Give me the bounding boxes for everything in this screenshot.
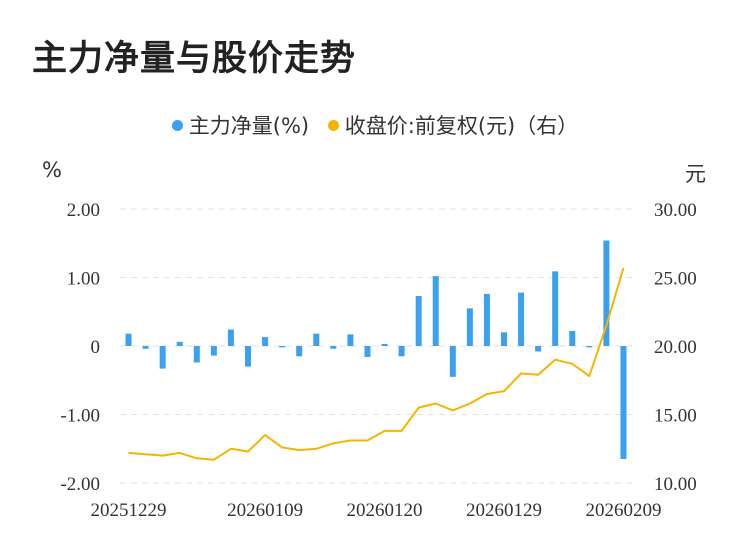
bar xyxy=(466,308,473,346)
bar xyxy=(620,346,627,460)
bar xyxy=(245,346,251,367)
y-left-tick-label: 1.00 xyxy=(67,269,100,290)
x-tick-label: 20260129 xyxy=(466,500,542,521)
y-right-tick-label: 20.00 xyxy=(654,337,697,358)
price-line xyxy=(128,267,625,461)
bar xyxy=(262,337,269,346)
bar xyxy=(603,240,610,346)
y-left-tick-label: -2.00 xyxy=(60,474,100,495)
x-tick-label: 20260209 xyxy=(585,500,661,521)
bar xyxy=(586,346,593,348)
legend-label: 主力净量(%) xyxy=(188,114,310,138)
bar xyxy=(125,333,132,346)
bar xyxy=(381,343,388,346)
y-left-tick-label: 0 xyxy=(91,337,101,358)
bar xyxy=(193,346,200,363)
bar xyxy=(296,346,303,357)
y-right-tick-label: 30.00 xyxy=(654,200,697,221)
bar xyxy=(364,346,371,357)
legend-item-net-flow[interactable]: 主力净量(%) xyxy=(171,110,310,140)
bar xyxy=(483,293,490,346)
y-right-tick-label: 10.00 xyxy=(654,474,697,495)
right-axis-unit: 元 xyxy=(685,162,706,186)
x-tick-label: 20260109 xyxy=(227,500,303,521)
y-left-tick-label: 2.00 xyxy=(67,200,100,221)
bar xyxy=(569,330,576,346)
x-tick-label: 20251229 xyxy=(91,500,167,521)
bar xyxy=(398,346,405,357)
legend-dot-blue-icon xyxy=(171,119,183,131)
bar xyxy=(159,346,166,369)
legend-label: 收盘价:前复权(元)（右） xyxy=(344,114,579,138)
bar xyxy=(279,346,286,348)
legend: 主力净量(%) 收盘价:前复权(元)（右） xyxy=(0,110,750,140)
bar xyxy=(210,346,217,356)
bar xyxy=(432,276,439,346)
bar xyxy=(347,334,354,346)
legend-dot-yellow-icon xyxy=(327,119,339,131)
bar xyxy=(501,332,507,346)
y-right-tick-label: 15.00 xyxy=(654,406,697,427)
bar xyxy=(227,329,234,346)
x-tick-label: 20260120 xyxy=(347,500,423,521)
y-right-tick-label: 25.00 xyxy=(654,269,697,290)
bar xyxy=(518,292,525,346)
bar xyxy=(330,346,337,349)
bar xyxy=(313,333,320,346)
chart-title: 主力净量与股价走势 xyxy=(32,39,357,79)
bar xyxy=(535,346,542,352)
bar xyxy=(142,346,149,349)
y-left-tick-label: -1.00 xyxy=(60,406,100,427)
bar xyxy=(552,271,559,346)
legend-item-close-price[interactable]: 收盘价:前复权(元)（右） xyxy=(327,110,579,140)
bar xyxy=(176,341,183,346)
bar xyxy=(449,346,456,377)
left-axis-unit: % xyxy=(42,158,62,182)
bar xyxy=(415,295,422,346)
